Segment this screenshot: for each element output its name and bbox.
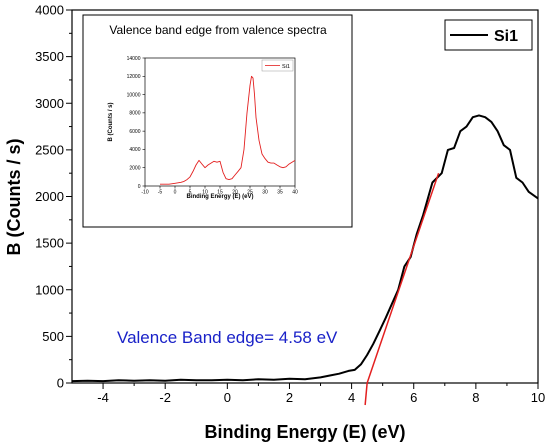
inset-x-tick-label: 25 [247, 190, 253, 196]
inset-x-tick-label: 30 [262, 190, 268, 196]
main-y-tick-label: 1000 [35, 282, 64, 297]
inset-y-tick-label: 8000 [129, 111, 140, 117]
main-x-tick-label: 10 [531, 390, 545, 405]
inset-x-axis-label: Binding Energy (E) (eV) [186, 194, 253, 200]
inset-x-tick-label: -5 [158, 190, 163, 196]
inset-series-line [160, 75, 296, 185]
main-y-tick-label: 3500 [35, 49, 64, 64]
valence-band-annotation: Valence Band edge= 4.58 eV [117, 328, 338, 347]
valence-band-fit-line [366, 172, 440, 384]
main-y-tick-label: 3000 [35, 96, 64, 111]
inset-x-tick-label: 15 [217, 190, 223, 196]
main-y-axis: 0 500 1000 1500 2000 2500 3000 3500 4000 [35, 3, 72, 391]
inset-frame [82, 14, 353, 228]
main-y-axis-label: B (Counts / s) [4, 139, 24, 256]
inset-y-tick-label: 4000 [129, 147, 140, 153]
inset-title: Valence band edge from valence spectra [109, 23, 327, 37]
inset-legend-label: Si1 [282, 64, 290, 70]
main-y-tick-label: 0 [57, 376, 64, 391]
inset-x-tick-label: 40 [292, 190, 298, 196]
inset-x-tick-label: 10 [202, 190, 208, 196]
main-x-tick-label: -4 [97, 390, 109, 405]
main-x-tick-label: 0 [224, 390, 231, 405]
inset-x-tick-label: -10 [141, 190, 148, 196]
inset-y-tick-label: 12000 [127, 74, 141, 80]
main-y-tick-label: 2500 [35, 142, 64, 157]
inset-y-axis-label: B (Counts / s) [108, 103, 114, 142]
main-x-axis: -4 -2 0 2 4 6 8 10 [97, 383, 545, 405]
inset-y-tick-label: 10000 [127, 92, 141, 98]
inset-x-tick-label: 20 [232, 190, 238, 196]
inset-y-tick-label: 6000 [129, 129, 140, 135]
inset-y-axis: 0 2000 4000 6000 8000 10000 12000 14000 [127, 56, 145, 190]
inset-legend: Si1 [261, 59, 294, 72]
inset-chart: Valence band edge from valence spectra -… [82, 14, 353, 228]
main-series-group [71, 114, 539, 406]
main-x-tick-label: 4 [348, 390, 355, 405]
main-series-line [71, 114, 539, 383]
inset-x-tick-label: 5 [189, 190, 192, 196]
main-x-tick-label: 6 [410, 390, 417, 405]
main-x-tick-label: -2 [159, 390, 171, 405]
main-x-axis-label: Binding Energy (E) (eV) [204, 422, 405, 442]
inset-x-tick-label: 0 [174, 190, 177, 196]
valence-band-fit-extension [364, 382, 368, 406]
inset-y-tick-label: 14000 [127, 56, 141, 62]
inset-series-group [160, 75, 296, 185]
main-x-tick-label: 8 [472, 390, 479, 405]
inset-x-tick-label: 35 [277, 190, 283, 196]
main-y-tick-label: 500 [42, 329, 64, 344]
main-y-tick-label: 1500 [35, 236, 64, 251]
main-y-tick-label: 2000 [35, 189, 64, 204]
inset-y-tick-label: 0 [138, 184, 141, 190]
main-legend-label: Si1 [494, 28, 518, 45]
main-y-tick-label: 4000 [35, 3, 64, 18]
inset-y-tick-label: 2000 [129, 165, 140, 171]
main-x-tick-label: 2 [286, 390, 293, 405]
main-legend: Si1 [444, 19, 533, 51]
inset-x-axis: -10 -5 0 5 10 15 20 25 30 35 40 [141, 186, 298, 196]
